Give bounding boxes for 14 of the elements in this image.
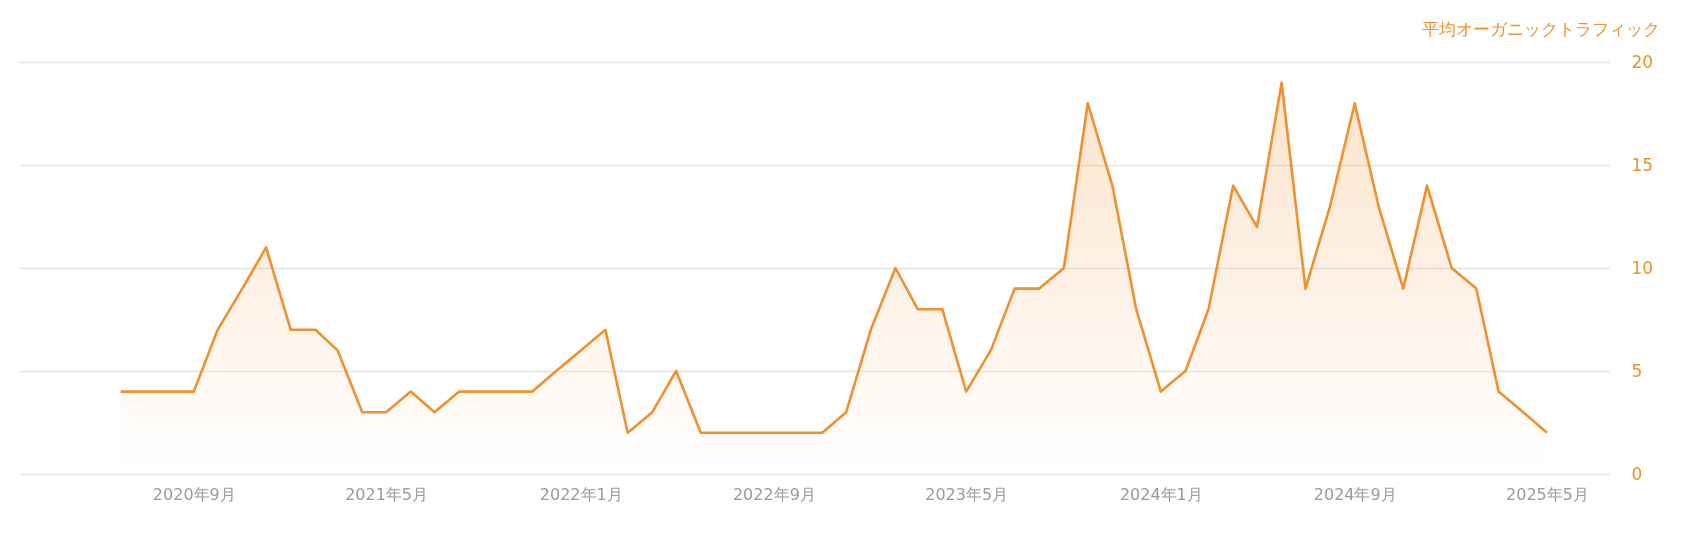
x-tick-label: 2024年9月 [1313, 484, 1397, 504]
x-tick-label: 2023年5月 [925, 484, 1009, 504]
x-tick-label: 2020年9月 [152, 484, 236, 504]
x-tick-label: 2022年9月 [732, 484, 816, 504]
x-tick-label: 2025年5月 [1506, 484, 1589, 504]
x-tick-label: 2022年1月 [539, 484, 623, 504]
y-tick-label: 20 [1631, 51, 1654, 72]
y-tick-label: 15 [1631, 154, 1654, 175]
y-tick-label: 10 [1631, 257, 1654, 278]
x-tick-label: 2021年5月 [345, 484, 429, 504]
y-tick-label: 0 [1631, 463, 1643, 484]
x-tick-label: 2024年1月 [1119, 484, 1203, 504]
y-tick-label: 5 [1631, 360, 1643, 381]
y-axis-title: 平均オーガニックトラフィック [1421, 18, 1660, 39]
